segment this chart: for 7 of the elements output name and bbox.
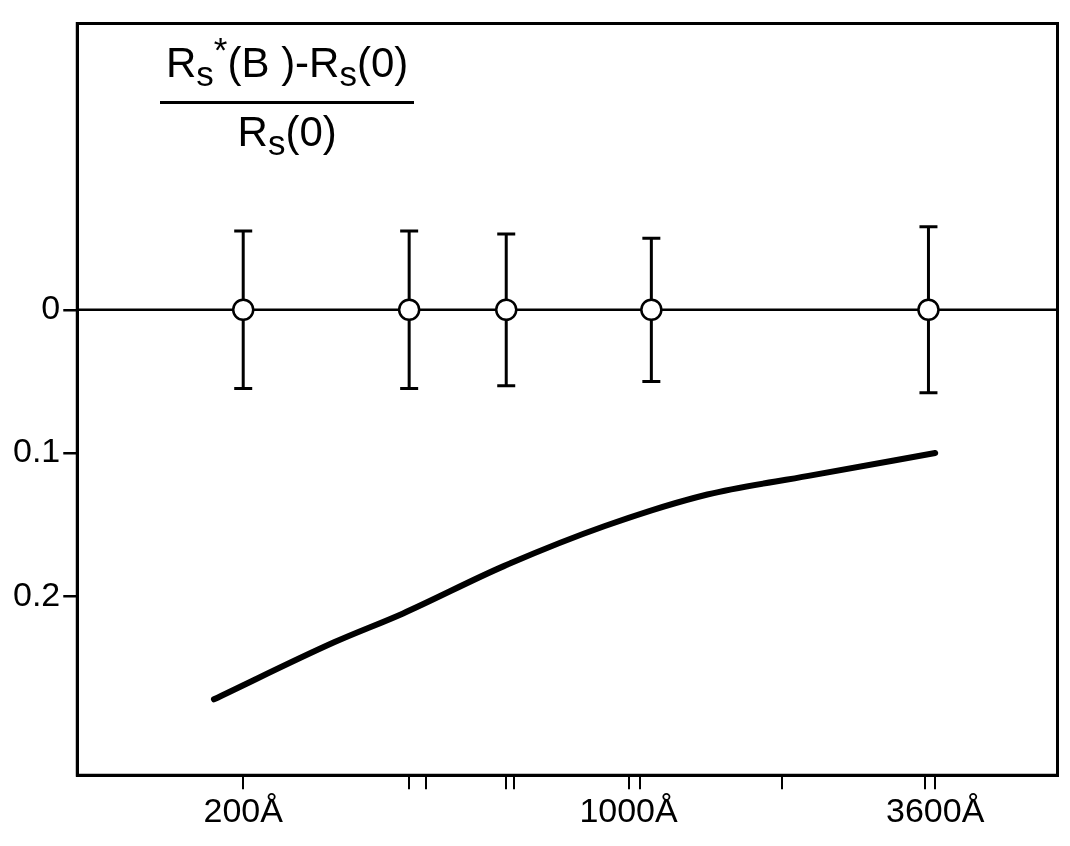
x-tick-label: 3600Å <box>886 790 985 829</box>
y-tick-label: 0.1 <box>13 431 61 470</box>
x-tick-label: 1000Å <box>579 790 678 829</box>
text: R$_{s}$$^{*}$(B )-R$_{s}$(0) R$_{s}$(0) <box>166 30 409 163</box>
x-tick-label: 200Å <box>203 790 284 829</box>
y-tick-label: 0 <box>41 288 61 327</box>
y-tick-label: 0.2 <box>13 574 61 613</box>
